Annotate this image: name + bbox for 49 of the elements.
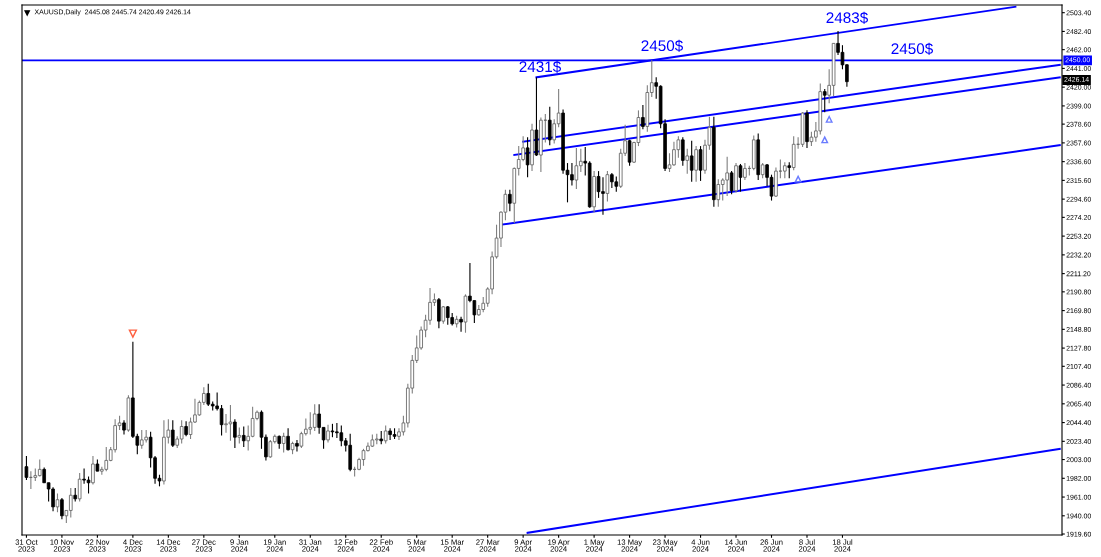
candlestick <box>339 425 344 447</box>
candlestick <box>104 446 109 472</box>
candlestick <box>641 104 645 130</box>
candlestick <box>547 106 552 146</box>
candlestick <box>729 170 734 195</box>
candlestick <box>51 486 55 512</box>
candlestick <box>312 403 317 432</box>
candlestick <box>224 413 228 434</box>
candlestick <box>206 383 211 407</box>
candlestick <box>822 88 827 113</box>
candlestick <box>68 487 73 519</box>
candlestick <box>716 178 721 208</box>
candlestick <box>627 139 632 167</box>
candlestick <box>459 316 463 333</box>
candlestick <box>139 429 144 450</box>
candlestick <box>91 455 95 486</box>
candlestick <box>601 176 605 216</box>
candlestick <box>219 404 224 436</box>
candlestick <box>574 147 579 190</box>
candlestick <box>698 145 703 182</box>
candlestick <box>681 136 685 167</box>
candlestick <box>694 145 698 183</box>
candlestick <box>605 170 610 203</box>
candlestick <box>508 189 512 212</box>
candlestick <box>281 432 286 453</box>
annotation: 2450$ <box>891 42 933 56</box>
candlestick <box>170 419 175 448</box>
candlestick <box>188 417 193 440</box>
annotation: 2450$ <box>641 39 683 53</box>
candlestick <box>55 492 60 513</box>
candlestick <box>286 427 290 452</box>
candlestick <box>250 406 255 438</box>
annotation: 2431$ <box>519 60 561 74</box>
candlestick <box>233 418 237 449</box>
candlestick <box>241 425 246 448</box>
candlestick <box>738 163 743 193</box>
candlestick <box>179 419 184 445</box>
candlestick <box>791 135 796 171</box>
candlestick <box>228 404 233 442</box>
candlestick <box>689 140 694 183</box>
candlestick <box>725 156 729 197</box>
candlestick <box>295 439 299 453</box>
candlestick <box>77 472 82 503</box>
candlestick <box>525 136 530 178</box>
candlestick <box>60 497 64 520</box>
annotation: 2483$ <box>826 11 868 25</box>
candlestick <box>685 148 690 175</box>
candlestick <box>308 411 313 436</box>
candlestick <box>437 297 441 329</box>
